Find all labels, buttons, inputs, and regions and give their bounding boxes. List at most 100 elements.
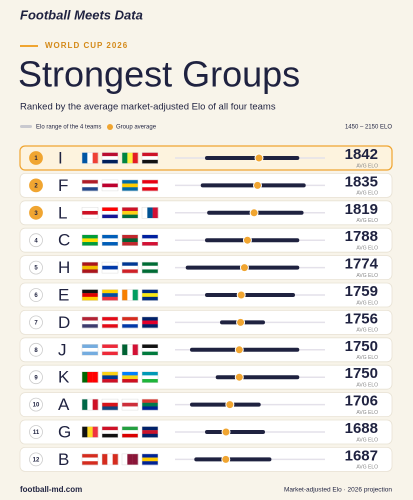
flag-stripe xyxy=(102,402,118,407)
flag-stripe xyxy=(122,406,138,411)
flag-stripe xyxy=(122,426,138,431)
flag-stripe xyxy=(142,316,158,321)
average-unit: AVG ELO xyxy=(356,355,378,361)
flag-stripe xyxy=(142,426,158,431)
flag-border xyxy=(141,152,159,164)
flag-stripe xyxy=(122,379,138,383)
flag-stripe xyxy=(102,152,118,157)
flag-stripe xyxy=(142,457,158,462)
flag-border xyxy=(81,316,99,329)
flag-stripe xyxy=(142,344,158,349)
flag-stripe xyxy=(82,183,98,188)
flag-stripe xyxy=(122,183,138,188)
range-bar xyxy=(194,457,272,462)
flag-stripe xyxy=(122,187,138,192)
flag-stripe xyxy=(142,375,158,380)
rank: 4 xyxy=(34,238,38,244)
flag-stripe xyxy=(122,265,138,270)
flag-stripe xyxy=(82,265,98,270)
flag-stripe xyxy=(147,207,153,219)
flag-stripe xyxy=(142,402,158,407)
rank: 1 xyxy=(34,156,38,162)
average-dot xyxy=(236,317,246,327)
flag-stripe xyxy=(142,347,158,352)
average-value: 1756 xyxy=(345,310,378,327)
flag-stripe xyxy=(142,183,158,188)
flag-border xyxy=(101,152,119,164)
rank: 2 xyxy=(34,183,38,189)
average-unit: AVG ELO xyxy=(356,163,378,169)
flag-stripe xyxy=(132,152,139,164)
rank: 10 xyxy=(33,403,40,409)
flag-stripe xyxy=(122,430,138,435)
flag-border xyxy=(141,234,159,246)
flag-stripe xyxy=(122,289,128,301)
flag-stripe xyxy=(122,375,138,380)
flag-stripe xyxy=(122,210,138,215)
average-value: 1774 xyxy=(345,256,379,273)
rank: 6 xyxy=(34,293,38,299)
flag-stripe xyxy=(122,238,138,243)
flag-stripe xyxy=(142,156,158,161)
flag-stripe xyxy=(92,426,99,438)
flag-border xyxy=(121,371,139,383)
flag-stripe xyxy=(132,453,139,465)
flag-stripe xyxy=(82,179,98,184)
flag-stripe xyxy=(142,269,158,274)
flag-stripe xyxy=(102,344,118,349)
average-unit: AVG ELO xyxy=(356,383,378,389)
flag-stripe xyxy=(142,152,158,157)
flag-stripe xyxy=(142,289,158,294)
flag-stripe xyxy=(92,399,99,411)
flag-border xyxy=(121,289,139,301)
average-value: 1842 xyxy=(345,146,378,163)
flag-stripe xyxy=(87,399,93,411)
flag-stripe xyxy=(122,316,138,321)
flag-stripe xyxy=(102,187,118,192)
flag-border xyxy=(101,207,119,219)
rank-badge xyxy=(29,452,43,467)
flag-stripe xyxy=(102,320,118,325)
flag-stripe xyxy=(102,379,118,383)
group-letter: A xyxy=(58,395,70,414)
flag-stripe xyxy=(142,293,158,298)
flag-stripe xyxy=(102,375,118,380)
flag-border xyxy=(141,371,159,383)
flag-border xyxy=(141,453,159,466)
flag-stripe xyxy=(102,289,118,294)
flag-border xyxy=(121,344,139,356)
flag-stripe xyxy=(82,351,98,356)
rank-badge xyxy=(29,370,43,385)
flag-stripe xyxy=(102,179,118,184)
average-dot xyxy=(239,263,249,273)
flag-stripe xyxy=(92,371,99,383)
flag-border xyxy=(81,289,99,301)
flag-border xyxy=(121,261,139,274)
range-bar xyxy=(205,430,265,434)
footer-note: Market-adjusted Elo · 2026 projection xyxy=(284,487,392,494)
flag-stripe xyxy=(102,242,118,246)
flag-border xyxy=(81,371,99,383)
flag-border xyxy=(81,261,99,274)
flag-stripe xyxy=(82,461,98,466)
flag-border xyxy=(101,179,119,192)
average-unit: AVG ELO xyxy=(356,465,378,471)
flag-stripe xyxy=(102,426,118,431)
average-unit: AVG ELO xyxy=(356,191,378,197)
flag-stripe xyxy=(102,210,118,215)
group-letter: C xyxy=(58,231,70,250)
flag-border xyxy=(81,453,99,466)
flag-stripe xyxy=(87,371,93,383)
group-letter: K xyxy=(58,368,70,387)
flag-stripe xyxy=(102,159,118,164)
flag-stripe xyxy=(82,207,98,212)
flag-stripe xyxy=(142,371,158,376)
flag-stripe xyxy=(82,234,98,239)
flag-border xyxy=(121,398,139,411)
flag-border xyxy=(101,344,119,356)
flag-border xyxy=(141,316,159,329)
flag-border xyxy=(81,207,99,219)
flag-border xyxy=(101,289,119,301)
flag-stripe xyxy=(82,324,98,329)
